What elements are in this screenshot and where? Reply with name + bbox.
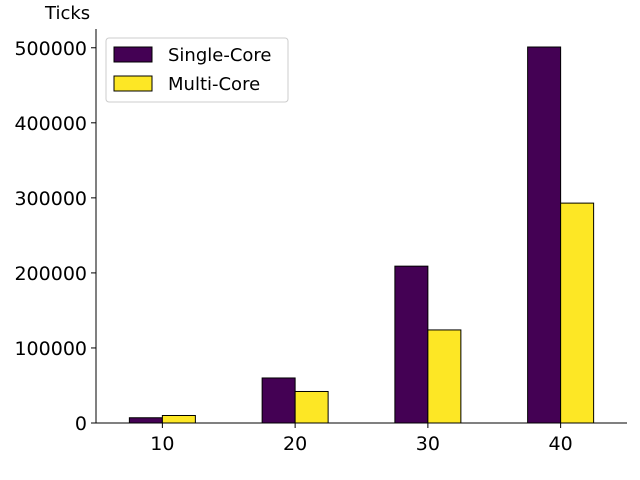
bar-multi-core-20 — [294, 390, 329, 424]
bar-single-core-40 — [527, 46, 562, 424]
bar-single-core-20 — [261, 377, 296, 424]
bar-multi-core-40 — [560, 202, 595, 424]
x-tick-label: 10 — [150, 433, 174, 455]
x-tick-label: 30 — [416, 433, 440, 455]
bars-group — [128, 46, 595, 424]
y-tick-label: 200000 — [14, 263, 87, 285]
x-tick-label: 20 — [283, 433, 307, 455]
x-tick-label: 40 — [549, 433, 573, 455]
bar-multi-core-10 — [161, 414, 196, 424]
y-axis-label: Ticks — [44, 3, 90, 24]
legend-label-multi-core: Multi-Core — [168, 74, 260, 95]
legend: Single-Core Multi-Core — [105, 37, 289, 103]
legend-swatch-multi-core — [113, 75, 153, 92]
legend-swatch-single-core — [113, 46, 153, 63]
y-tick-label: 100000 — [14, 338, 87, 360]
bar-single-core-30 — [394, 265, 429, 424]
x-axis-ticks: 10 20 30 40 — [150, 423, 573, 455]
y-axis-ticks: 0 100000 200000 300000 400000 500000 — [14, 38, 96, 435]
y-tick-label: 500000 — [14, 38, 87, 60]
legend-label-single-core: Single-Core — [168, 45, 272, 66]
y-tick-label: 0 — [75, 413, 87, 435]
y-tick-label: 300000 — [14, 188, 87, 210]
bar-multi-core-30 — [427, 329, 462, 424]
bar-single-core-10 — [128, 417, 163, 424]
y-tick-label: 400000 — [14, 113, 87, 135]
